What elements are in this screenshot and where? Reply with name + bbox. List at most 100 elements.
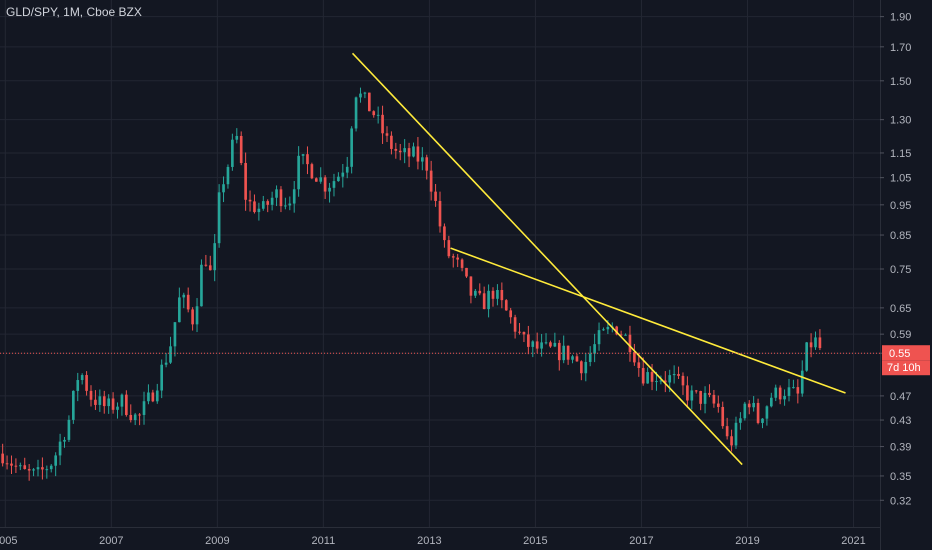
candle-body xyxy=(191,309,194,325)
candle-body xyxy=(438,200,442,227)
candle-body xyxy=(301,154,305,156)
countdown-badge xyxy=(882,360,930,376)
candle-body xyxy=(363,92,367,94)
candle-body xyxy=(778,387,782,400)
candle-body xyxy=(416,146,420,162)
candle-body xyxy=(553,342,557,347)
candle-body xyxy=(730,436,733,446)
candle-body xyxy=(36,467,40,470)
candle-body xyxy=(261,201,265,209)
candle-body xyxy=(102,396,106,407)
candle-body xyxy=(160,364,164,391)
candle-body xyxy=(367,92,371,112)
candle-body xyxy=(792,387,795,389)
candle-body xyxy=(54,455,57,466)
candle-body xyxy=(32,469,35,471)
y-tick-label: 0.75 xyxy=(890,264,911,276)
candle-body xyxy=(518,331,521,333)
candle-body xyxy=(67,419,71,440)
candle-body xyxy=(615,326,619,335)
candle-body xyxy=(58,441,62,456)
x-tick-label: 2009 xyxy=(205,535,229,547)
trendline[interactable] xyxy=(450,247,846,394)
grid xyxy=(0,0,880,527)
candle-body xyxy=(138,414,141,416)
candle-body xyxy=(359,93,362,98)
candle-body xyxy=(328,187,331,192)
candle-body xyxy=(659,380,663,382)
last-price-badge xyxy=(882,345,930,361)
candle-body xyxy=(668,375,672,383)
candle-body xyxy=(672,374,676,376)
candle-body xyxy=(270,197,274,205)
x-tick-label: 2017 xyxy=(629,535,653,547)
candle-body xyxy=(566,345,570,360)
candle-body xyxy=(491,290,495,299)
candle-body xyxy=(602,329,605,331)
candle-body xyxy=(800,370,804,394)
candle-body xyxy=(72,390,75,420)
candle-body xyxy=(319,177,323,182)
candle-body xyxy=(151,392,155,402)
candle-body xyxy=(244,162,247,200)
candlesticks xyxy=(1,87,822,481)
candle-body xyxy=(85,375,88,391)
candle-body xyxy=(434,191,437,201)
candle-body xyxy=(407,148,411,157)
candle-body xyxy=(213,243,217,271)
candle-body xyxy=(208,265,212,271)
y-tick-label: 0.32 xyxy=(890,495,911,507)
candle-body xyxy=(350,128,353,167)
trendline[interactable] xyxy=(351,52,743,466)
candle-body xyxy=(562,345,566,361)
y-tick-label: 0.43 xyxy=(890,415,911,427)
candle-body xyxy=(557,342,561,361)
candle-body xyxy=(332,181,336,188)
x-tick-label: 2007 xyxy=(99,535,123,547)
candle-body xyxy=(279,189,283,207)
candle-body xyxy=(633,352,636,363)
candle-body xyxy=(129,414,133,421)
candle-body xyxy=(98,396,102,405)
candle-body xyxy=(787,387,791,396)
candle-body xyxy=(527,334,530,347)
candle-body xyxy=(443,226,446,241)
y-tick-label: 0.65 xyxy=(890,303,911,315)
candle-body xyxy=(482,293,486,310)
candle-body xyxy=(580,361,583,374)
candle-body xyxy=(111,398,115,410)
candle-body xyxy=(116,406,119,410)
candle-body xyxy=(681,375,685,386)
candle-body xyxy=(186,294,190,310)
candle-body xyxy=(125,394,128,415)
candle-body xyxy=(474,290,477,296)
candle-body xyxy=(708,392,711,395)
candle-body xyxy=(239,135,243,163)
candle-body xyxy=(814,337,817,348)
x-tick-label: 2015 xyxy=(523,535,547,547)
candle-body xyxy=(292,189,296,204)
y-tick-label: 1.90 xyxy=(890,12,911,24)
candle-body xyxy=(200,264,203,307)
x-tick-label: 2021 xyxy=(841,535,865,547)
candle-body xyxy=(27,469,31,471)
candle-body xyxy=(41,467,44,470)
candle-body xyxy=(107,398,110,407)
y-tick-label: 0.59 xyxy=(890,329,911,341)
candle-body xyxy=(571,356,574,360)
candle-body xyxy=(465,267,468,277)
candle-body xyxy=(297,155,300,190)
x-tick-label: 2011 xyxy=(312,535,336,547)
candle-body xyxy=(147,392,150,402)
candle-body xyxy=(288,203,292,206)
candle-body xyxy=(412,146,415,157)
candle-body xyxy=(725,426,729,437)
candle-body xyxy=(381,114,384,134)
x-tick-label: 2013 xyxy=(417,535,441,547)
candle-body xyxy=(535,341,539,349)
trendlines[interactable] xyxy=(351,52,846,466)
y-tick-label: 0.95 xyxy=(890,200,911,212)
candle-body xyxy=(783,395,786,400)
